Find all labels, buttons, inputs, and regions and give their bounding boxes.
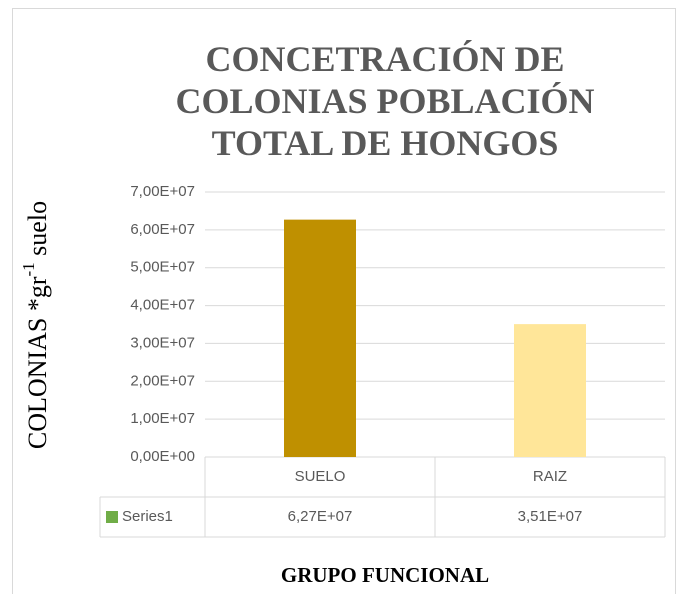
x-tick-label: SUELO — [295, 468, 346, 485]
y-axis-label-main: COLONIAS *gr — [23, 276, 52, 449]
chart-border — [12, 8, 676, 594]
y-tick-label: 5,00E+07 — [130, 259, 195, 276]
table-value: 6,27E+07 — [288, 508, 353, 525]
table-value: 3,51E+07 — [518, 508, 583, 525]
x-tick-label: RAIZ — [533, 468, 567, 485]
bar — [284, 219, 356, 457]
y-tick-label: 0,00E+00 — [130, 448, 195, 465]
y-tick-label: 2,00E+07 — [130, 372, 195, 389]
legend-key — [106, 511, 118, 523]
y-tick-label: 7,00E+07 — [130, 183, 195, 200]
y-axis-label-sup: -1 — [19, 262, 38, 276]
y-tick-label: 6,00E+07 — [130, 221, 195, 238]
y-tick-label: 1,00E+07 — [130, 410, 195, 427]
bar — [514, 324, 586, 457]
y-tick-label: 3,00E+07 — [130, 334, 195, 351]
chart-title: CONCETRACIÓN DE COLONIAS POBLACIÓN TOTAL… — [175, 39, 595, 163]
y-axis-label-suffix: suelo — [23, 201, 52, 262]
legend-label: Series1 — [122, 508, 173, 525]
y-tick-label: 4,00E+07 — [130, 297, 195, 314]
x-axis-label: GRUPO FUNCIONAL — [281, 563, 489, 587]
y-axis-label: COLONIAS *gr-1 suelo — [19, 201, 52, 449]
